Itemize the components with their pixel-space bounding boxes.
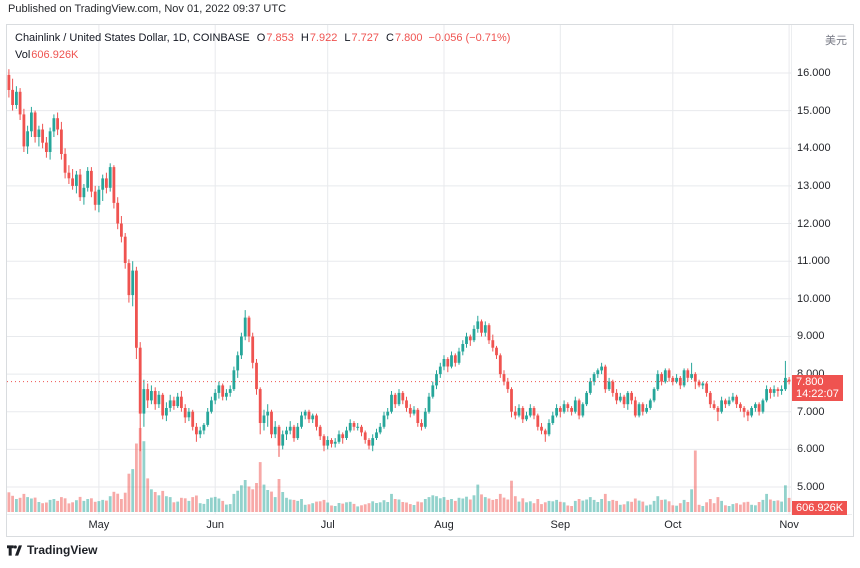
- close-value: 7.800: [394, 32, 423, 44]
- volume-bars: [7, 428, 791, 512]
- time-tick-label: Jun: [206, 519, 225, 531]
- price-axis[interactable]: 美元 7.800 14:22:07 606.926K 16.000 15.000 1…: [791, 25, 853, 515]
- close-label: C: [386, 32, 394, 44]
- published-caption: Published on TradingView.com, Nov 01, 20…: [8, 3, 287, 15]
- high-value: 7.922: [309, 32, 338, 44]
- change-value: −0.056 (−0.71%): [428, 32, 511, 44]
- low-label: L: [344, 32, 351, 44]
- price-tick-label: 10.000: [797, 292, 831, 305]
- price-tick-label: 9.000: [797, 330, 825, 343]
- candles: [7, 69, 791, 457]
- chart-panel: Chainlink / United States Dollar, 1D, CO…: [6, 24, 854, 537]
- tradingview-brand-text: TradingView: [27, 543, 98, 557]
- symbol-title: Chainlink / United States Dollar, 1D, CO…: [15, 32, 250, 44]
- open-value: 7.853: [266, 32, 294, 44]
- time-tick-label: Sep: [550, 519, 571, 531]
- volume-label: Vol: [15, 49, 31, 61]
- price-tick-label: 15.000: [797, 104, 831, 117]
- high-label: H: [300, 32, 309, 44]
- time-axis[interactable]: May Jun Jul Aug Sep Oct Nov: [7, 514, 852, 536]
- time-tick-label: May: [88, 519, 110, 531]
- grid-lines: [7, 25, 791, 514]
- symbol-legend: Chainlink / United States Dollar, 1D, CO…: [15, 30, 510, 64]
- time-tick-label: Oct: [664, 519, 682, 531]
- tradingview-attribution[interactable]: TradingView: [7, 543, 97, 557]
- currency-label: 美元: [825, 35, 847, 47]
- price-tick-label: 11.000: [797, 255, 830, 268]
- time-tick-label: Aug: [434, 519, 454, 531]
- price-tick-label: 13.000: [797, 179, 831, 192]
- time-tick-label: Nov: [779, 519, 799, 531]
- low-value: 7.727: [351, 32, 379, 44]
- price-tick-label: 16.000: [797, 67, 831, 79]
- price-tick-label: 14.000: [797, 142, 831, 155]
- tradingview-logo-icon[interactable]: [7, 544, 22, 556]
- legend-row-1: Chainlink / United States Dollar, 1D, CO…: [15, 30, 510, 47]
- time-tick-label: Jul: [320, 519, 335, 531]
- price-tick-label: 6.000: [797, 443, 825, 456]
- price-tick-label: 12.000: [797, 217, 831, 230]
- price-tick-label: 7.000: [797, 405, 825, 418]
- bar-countdown: 14:22:07: [796, 387, 839, 400]
- price-tick-label: 5.000: [797, 481, 825, 493]
- open-label: O: [256, 32, 266, 44]
- last-price-value: 7.800: [796, 375, 824, 388]
- chart-canvas[interactable]: [7, 25, 791, 514]
- volume-badge: 606.926K: [792, 501, 848, 515]
- volume-value: 606.926K: [31, 49, 79, 61]
- legend-row-2: Vol606.926K: [15, 47, 510, 64]
- last-price-badge: 7.800 14:22:07: [792, 374, 843, 401]
